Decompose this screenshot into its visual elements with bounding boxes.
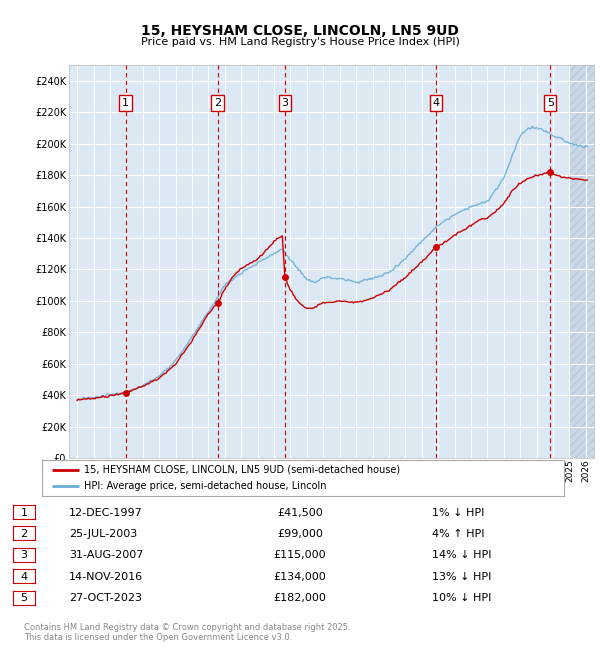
Text: 31-AUG-2007: 31-AUG-2007	[69, 551, 143, 560]
Text: 14-NOV-2016: 14-NOV-2016	[69, 572, 143, 582]
Text: 27-OCT-2023: 27-OCT-2023	[69, 593, 142, 603]
Text: 4% ↑ HPI: 4% ↑ HPI	[432, 529, 485, 539]
Text: 25-JUL-2003: 25-JUL-2003	[69, 529, 137, 539]
Text: 14% ↓ HPI: 14% ↓ HPI	[432, 551, 491, 560]
Text: 1: 1	[20, 508, 28, 517]
Text: 12-DEC-1997: 12-DEC-1997	[69, 508, 143, 517]
Text: 3: 3	[20, 551, 28, 560]
Text: HPI: Average price, semi-detached house, Lincoln: HPI: Average price, semi-detached house,…	[84, 481, 326, 491]
Text: 5: 5	[20, 593, 28, 603]
Text: 4: 4	[20, 572, 28, 582]
Text: 1: 1	[122, 98, 129, 108]
Text: 13% ↓ HPI: 13% ↓ HPI	[432, 572, 491, 582]
Text: 15, HEYSHAM CLOSE, LINCOLN, LN5 9UD (semi-detached house): 15, HEYSHAM CLOSE, LINCOLN, LN5 9UD (sem…	[84, 465, 400, 475]
Text: 1% ↓ HPI: 1% ↓ HPI	[432, 508, 484, 517]
Text: 3: 3	[281, 98, 289, 108]
Text: £99,000: £99,000	[277, 529, 323, 539]
Text: 15, HEYSHAM CLOSE, LINCOLN, LN5 9UD: 15, HEYSHAM CLOSE, LINCOLN, LN5 9UD	[141, 24, 459, 38]
Text: Contains HM Land Registry data © Crown copyright and database right 2025.
This d: Contains HM Land Registry data © Crown c…	[24, 623, 350, 642]
Text: £115,000: £115,000	[274, 551, 326, 560]
Text: £41,500: £41,500	[277, 508, 323, 517]
Bar	[569, 65, 594, 458]
Text: 5: 5	[547, 98, 554, 108]
Text: £182,000: £182,000	[274, 593, 326, 603]
Text: 2: 2	[214, 98, 221, 108]
Text: £134,000: £134,000	[274, 572, 326, 582]
Text: Price paid vs. HM Land Registry's House Price Index (HPI): Price paid vs. HM Land Registry's House …	[140, 37, 460, 47]
Text: 2: 2	[20, 529, 28, 539]
Bar	[569, 65, 594, 458]
Text: 4: 4	[433, 98, 440, 108]
Text: 10% ↓ HPI: 10% ↓ HPI	[432, 593, 491, 603]
